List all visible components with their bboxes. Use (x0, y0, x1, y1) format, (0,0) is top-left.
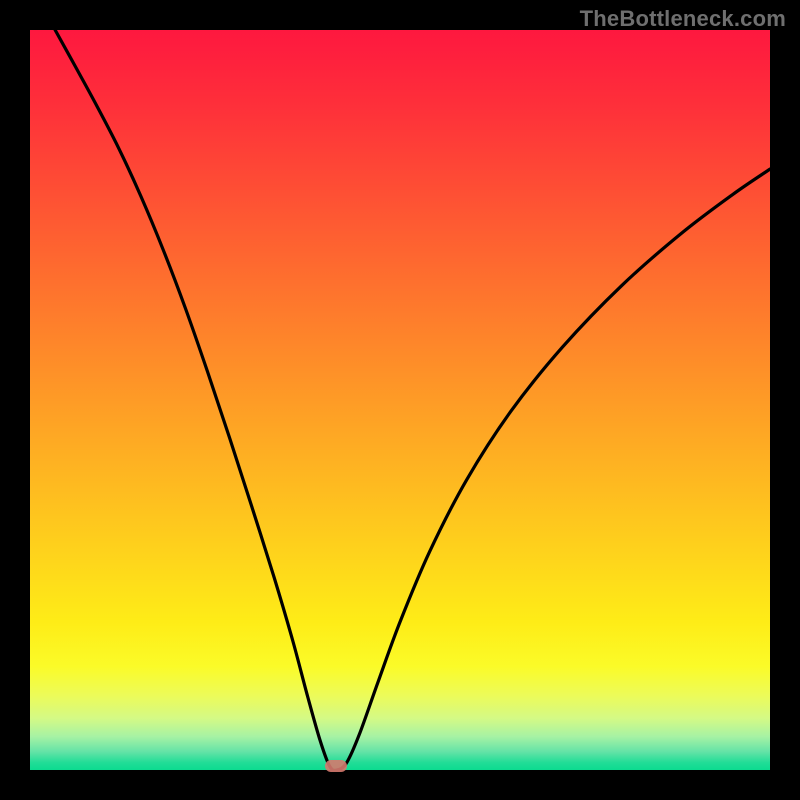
watermark-text: TheBottleneck.com (580, 6, 786, 32)
bottleneck-curve (30, 30, 770, 770)
curve-path (55, 30, 770, 770)
plot-area (30, 30, 770, 770)
minimum-marker (325, 760, 347, 772)
chart-container: { "watermark": { "text": "TheBottleneck.… (0, 0, 800, 800)
